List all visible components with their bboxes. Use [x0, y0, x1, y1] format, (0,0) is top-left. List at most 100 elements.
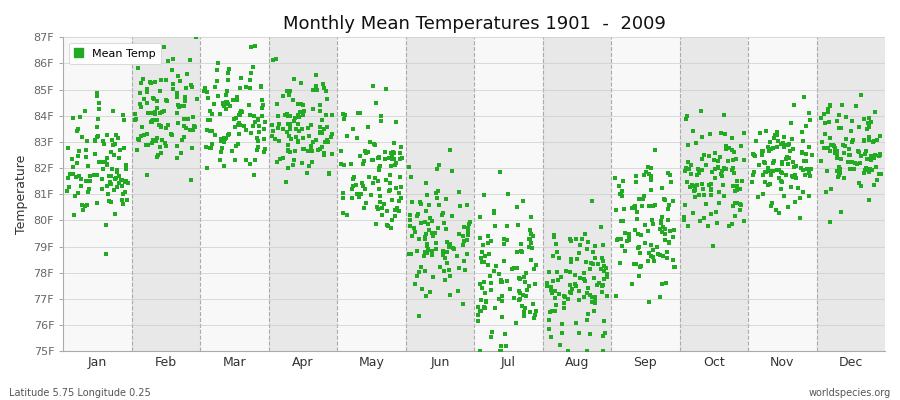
Point [796, 158, 811, 164]
Point [544, 308, 559, 314]
Point [452, 231, 466, 237]
Point [425, 230, 439, 236]
Point [160, 98, 175, 104]
Point [460, 237, 474, 243]
Point [461, 225, 475, 231]
Point [729, 178, 743, 184]
Point [785, 136, 799, 142]
Point [702, 182, 716, 188]
Point [143, 78, 157, 85]
Point [483, 273, 498, 279]
Point [796, 94, 811, 100]
Point [494, 342, 508, 349]
Point [828, 146, 842, 152]
Point [479, 298, 493, 304]
Point [221, 101, 236, 107]
Point [190, 96, 204, 102]
Point [334, 148, 348, 154]
Point [634, 202, 649, 209]
Point [281, 113, 295, 120]
Point [217, 135, 231, 142]
Point [563, 290, 578, 296]
Point [786, 146, 800, 152]
Point [303, 143, 318, 150]
Point [832, 124, 846, 131]
Point [550, 249, 564, 255]
Point [491, 271, 506, 278]
Point [337, 116, 351, 122]
Point [556, 300, 571, 306]
Point [146, 95, 160, 102]
Point [588, 255, 602, 261]
Point [473, 297, 488, 304]
Point [418, 208, 433, 214]
Point [214, 136, 229, 142]
Point [429, 190, 444, 196]
Point [197, 88, 211, 94]
Point [406, 225, 420, 231]
Point [404, 250, 419, 257]
Point [275, 126, 290, 132]
Point [709, 209, 724, 216]
Point [320, 124, 335, 130]
Point [372, 154, 386, 160]
Point [679, 116, 693, 122]
Point [714, 170, 728, 177]
Point [214, 148, 229, 155]
Point [281, 142, 295, 148]
Point [418, 234, 432, 240]
Point [322, 170, 337, 177]
Point [493, 278, 508, 285]
Point [255, 97, 269, 103]
Point [514, 241, 528, 248]
Point [760, 182, 775, 188]
Point [766, 168, 780, 174]
Point [861, 120, 876, 126]
Point [356, 161, 370, 167]
Point [858, 151, 872, 157]
Point [72, 172, 86, 179]
Point [325, 130, 339, 137]
Point [526, 315, 541, 321]
Bar [406, 37, 474, 351]
Point [144, 118, 158, 125]
Point [219, 98, 233, 105]
Point [478, 290, 492, 296]
Point [110, 166, 124, 173]
Point [495, 314, 509, 320]
Point [243, 77, 257, 83]
Point [760, 128, 774, 134]
Point [824, 141, 838, 148]
Point [443, 147, 457, 153]
Point [140, 100, 155, 106]
Point [492, 296, 507, 303]
Point [476, 279, 491, 285]
Point [281, 148, 295, 154]
Point [658, 231, 672, 237]
Point [816, 144, 831, 151]
Point [155, 136, 169, 143]
Point [208, 84, 222, 90]
Point [775, 170, 789, 176]
Point [507, 295, 521, 302]
Point [704, 192, 718, 198]
Point [765, 200, 779, 206]
Point [363, 139, 377, 145]
Point [838, 143, 852, 150]
Point [548, 288, 562, 294]
Point [117, 145, 131, 152]
Point [796, 167, 810, 173]
Point [539, 280, 554, 286]
Point [599, 274, 614, 280]
Point [687, 183, 701, 189]
Point [827, 144, 842, 151]
Point [730, 182, 744, 189]
Point [691, 166, 706, 172]
Point [78, 178, 93, 184]
Point [475, 248, 490, 255]
Point [116, 200, 130, 207]
Point [171, 73, 185, 80]
Point [711, 164, 725, 170]
Point [345, 186, 359, 192]
Point [783, 148, 797, 154]
